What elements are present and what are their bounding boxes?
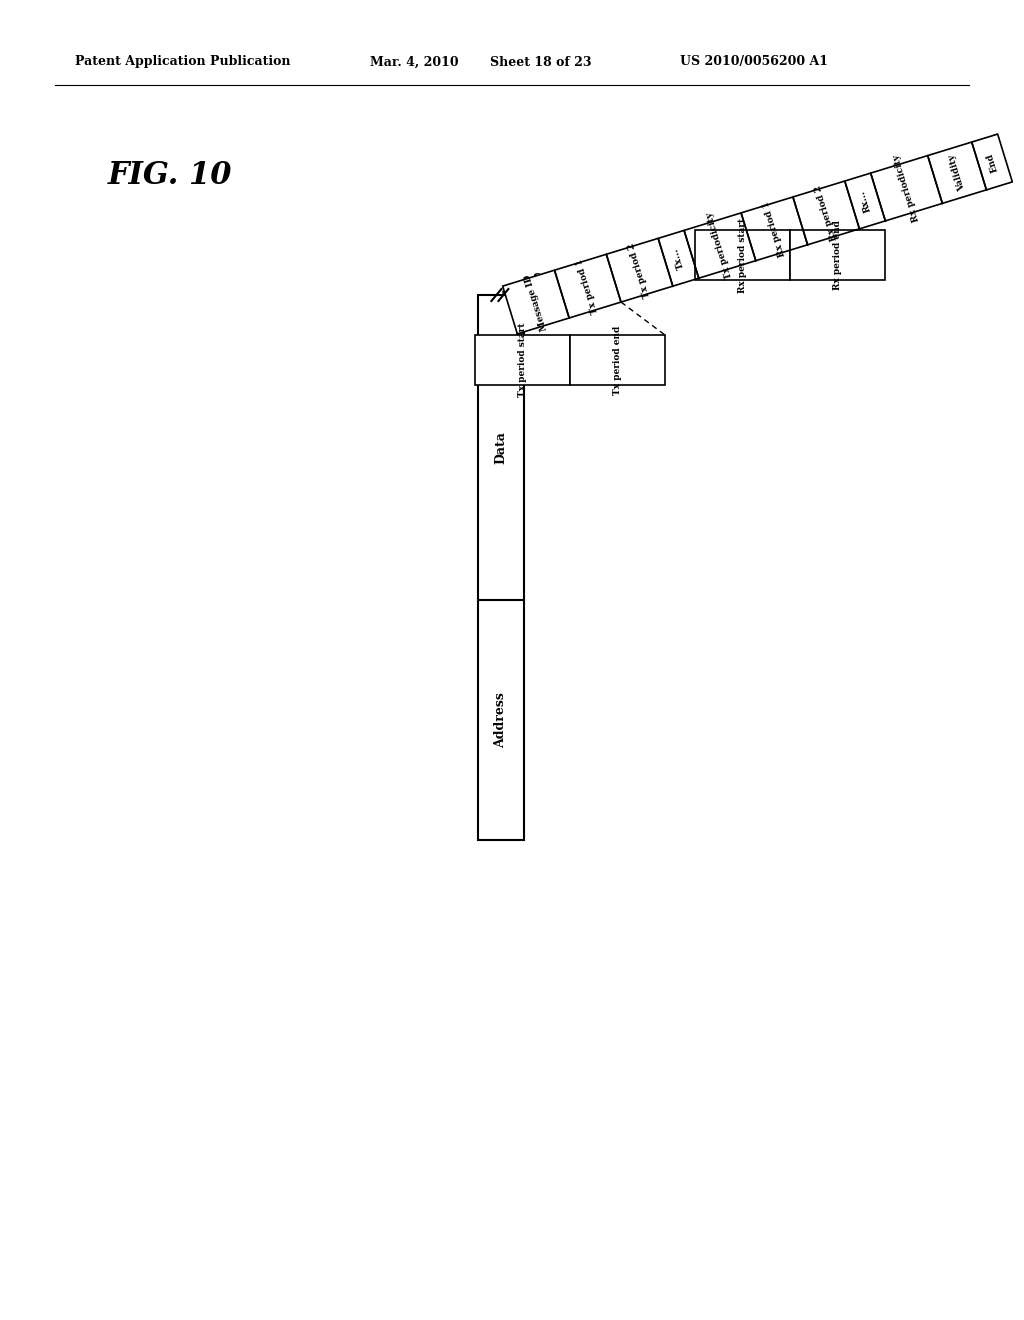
Text: Mar. 4, 2010: Mar. 4, 2010 xyxy=(370,55,459,69)
Polygon shape xyxy=(972,135,1013,190)
Text: Address: Address xyxy=(495,692,508,748)
Bar xyxy=(790,230,885,280)
Text: FIG. 10: FIG. 10 xyxy=(108,160,232,190)
Bar xyxy=(475,335,570,385)
Text: Data: Data xyxy=(495,432,508,463)
Polygon shape xyxy=(554,255,621,318)
Bar xyxy=(570,335,665,385)
Text: End: End xyxy=(985,152,999,173)
Text: Rx period start: Rx period start xyxy=(738,218,746,293)
Polygon shape xyxy=(684,213,756,279)
Polygon shape xyxy=(503,271,569,334)
Text: Message ID: Message ID xyxy=(523,273,549,331)
Text: Tx periodicity: Tx periodicity xyxy=(706,211,734,280)
Text: US 2010/0056200 A1: US 2010/0056200 A1 xyxy=(680,55,828,69)
Text: Patent Application Publication: Patent Application Publication xyxy=(75,55,291,69)
Text: Tx period 2: Tx period 2 xyxy=(627,242,652,298)
Text: Tx period start: Tx period start xyxy=(518,323,527,397)
Text: 900: 900 xyxy=(532,273,561,286)
Text: Rx...: Rx... xyxy=(857,189,872,213)
Text: Rx periodicity: Rx periodicity xyxy=(892,153,921,223)
Polygon shape xyxy=(845,173,886,228)
Bar xyxy=(695,230,790,280)
Text: Rx period 1: Rx period 1 xyxy=(762,199,787,257)
Polygon shape xyxy=(741,197,808,260)
Text: Tx period end: Tx period end xyxy=(613,325,622,395)
Polygon shape xyxy=(928,143,986,203)
Polygon shape xyxy=(870,156,942,220)
Text: Tx period 1: Tx period 1 xyxy=(575,257,600,314)
Text: Rx period 2: Rx period 2 xyxy=(813,183,839,242)
Bar xyxy=(478,294,524,840)
Text: Validity: Validity xyxy=(947,153,967,191)
Polygon shape xyxy=(658,231,698,286)
Text: Sheet 18 of 23: Sheet 18 of 23 xyxy=(490,55,592,69)
Text: Tx...: Tx... xyxy=(671,247,686,271)
Text: Rx period end: Rx period end xyxy=(833,220,842,290)
Polygon shape xyxy=(606,239,673,302)
Polygon shape xyxy=(793,181,859,244)
